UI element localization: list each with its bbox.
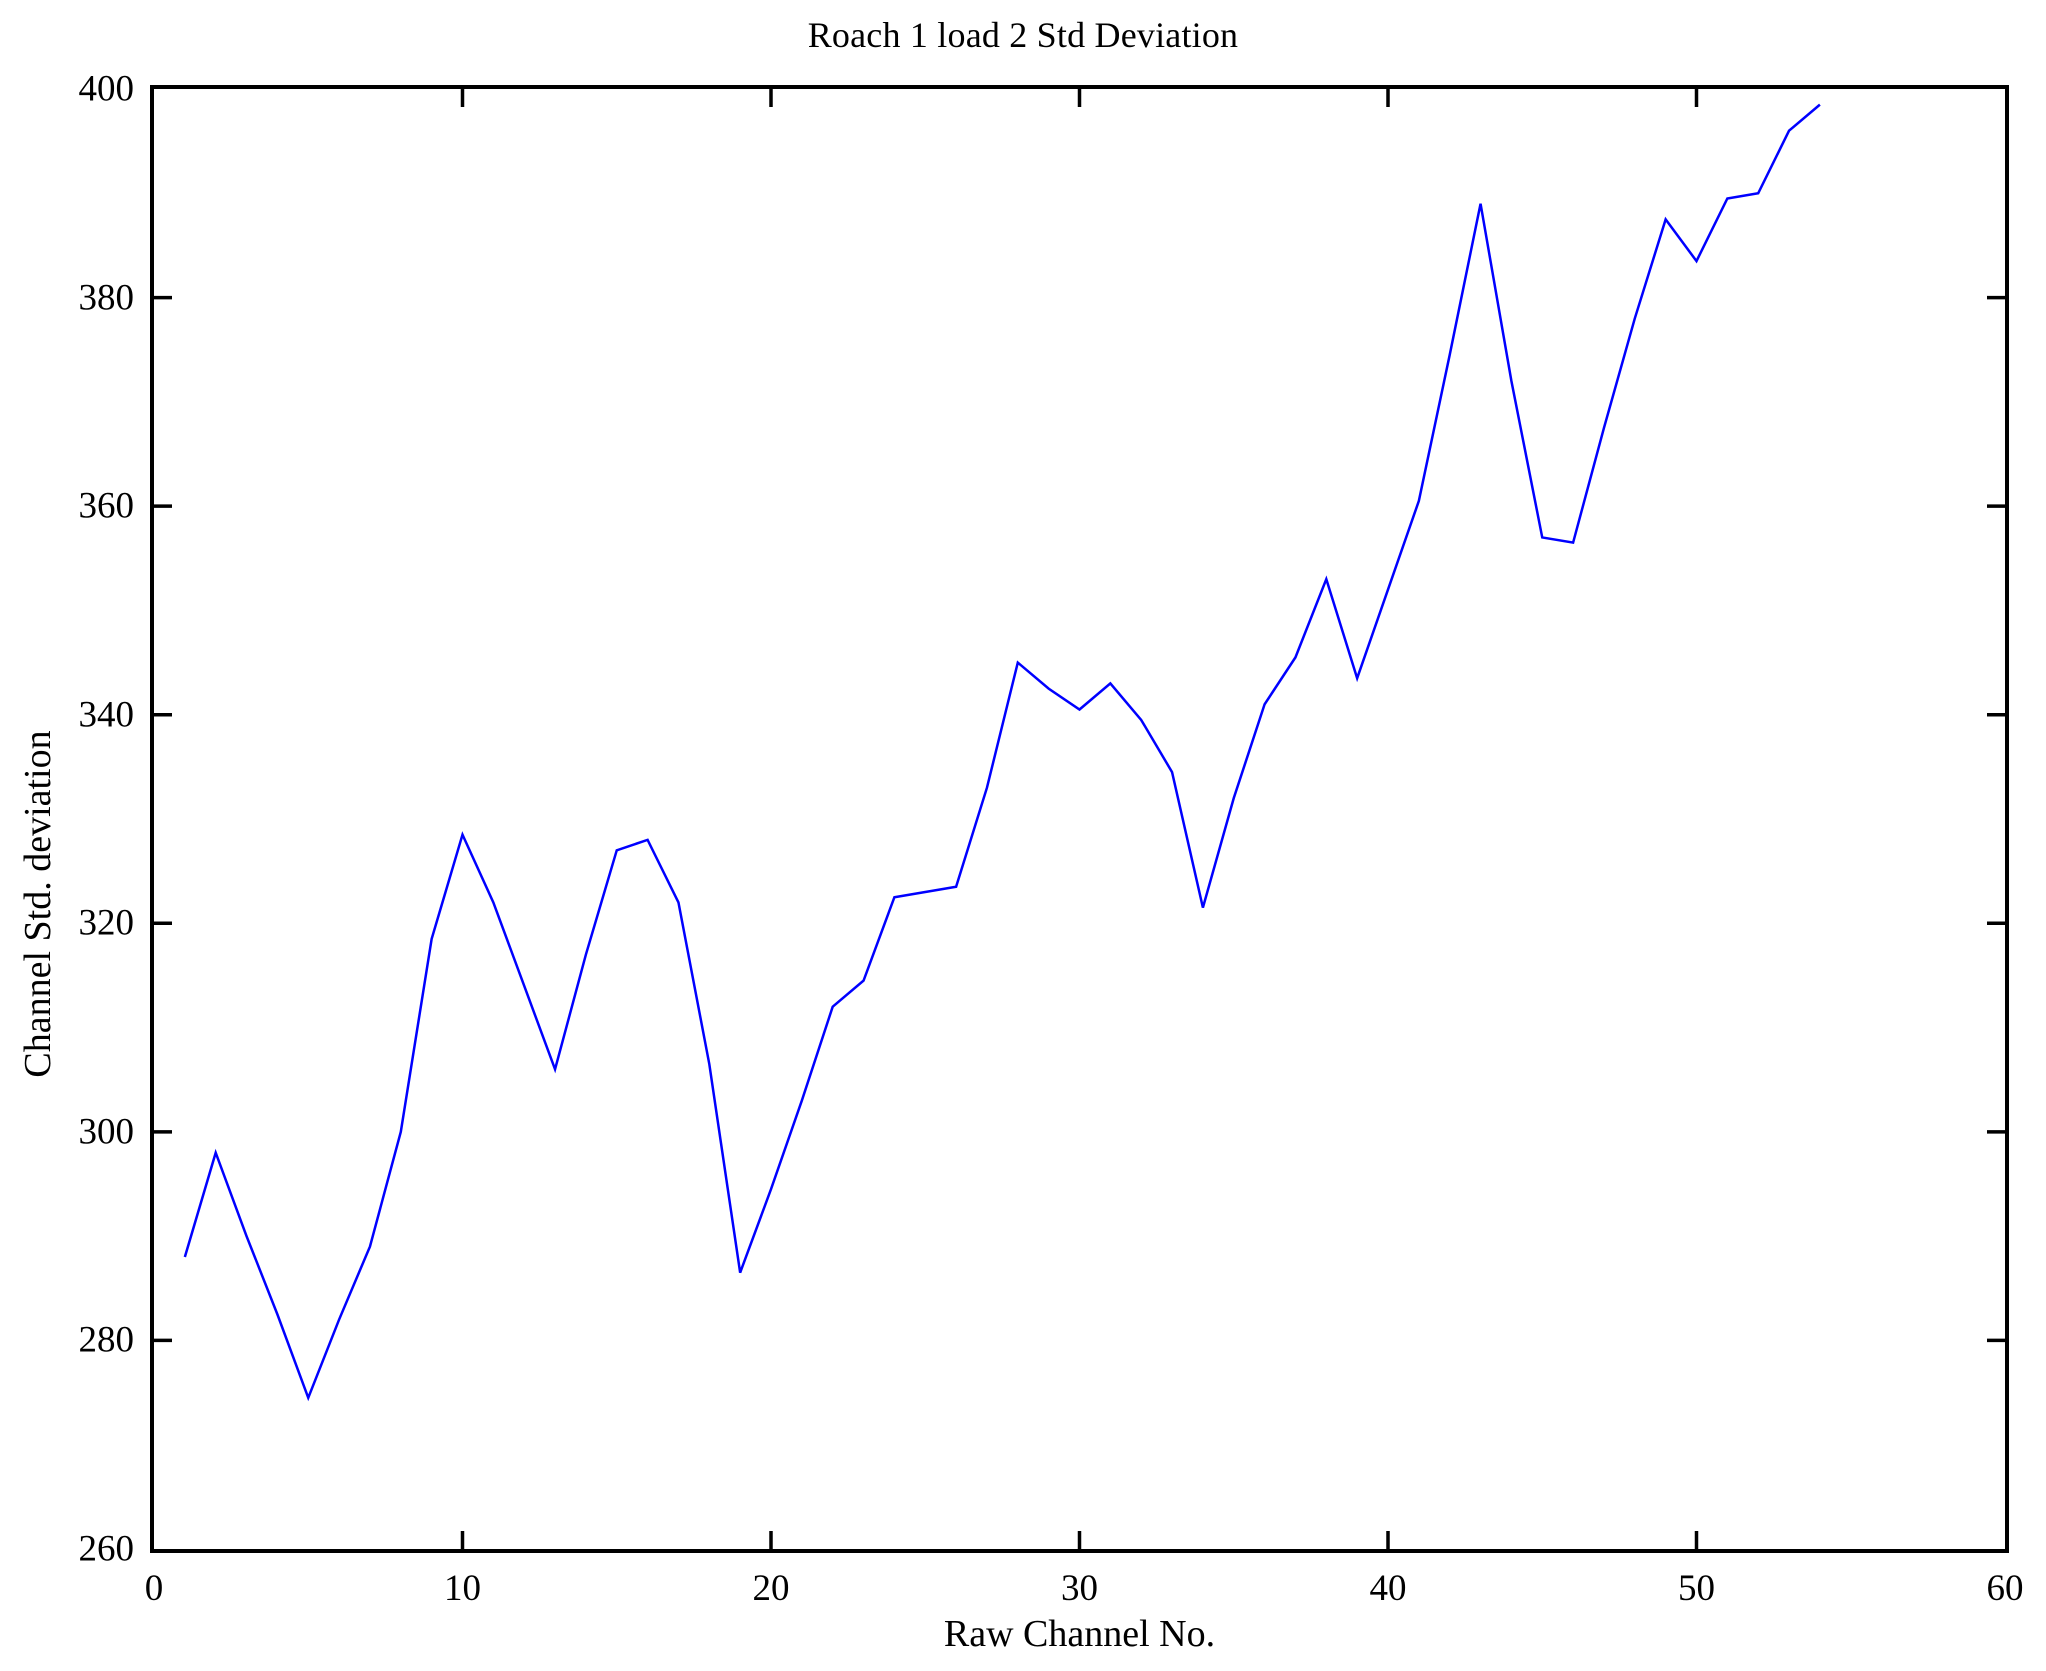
data-line-0 (185, 105, 1820, 1398)
chart-title: Roach 1 load 2 Std Deviation (807, 15, 1239, 55)
x-tick-label: 40 (1369, 1568, 1407, 1609)
x-axis-title: Raw Channel No. (943, 1613, 1216, 1655)
y-tick-label: 320 (78, 902, 135, 944)
x-axis-tick-labels: 0 10 20 30 40 50 60 (0, 1570, 2046, 1630)
y-axis-tick-labels: 260 280 300 320 340 360 380 400 (0, 0, 135, 1671)
series-group (185, 105, 1820, 1398)
y-axis-title-wrap: Channel Std. deviation (6, 85, 59, 1553)
y-tick-label: 260 (78, 1528, 135, 1570)
plot-svg (154, 89, 2005, 1549)
plot-area (150, 85, 2009, 1553)
y-tick-label: 360 (78, 485, 135, 527)
y-tick-label: 400 (78, 68, 135, 110)
y-tick-label: 300 (78, 1111, 135, 1153)
y-tick-label: 280 (78, 1319, 135, 1361)
x-tick-label: 30 (1061, 1568, 1098, 1609)
y-tick-label: 380 (78, 277, 135, 319)
x-tick-label: 0 (144, 1568, 164, 1609)
x-tick-label: 50 (1678, 1568, 1715, 1609)
x-tick-label: 20 (752, 1568, 790, 1609)
x-tick-label: 10 (444, 1568, 481, 1609)
x-tick-label: 60 (1986, 1568, 2024, 1609)
y-tick-label: 340 (78, 694, 135, 736)
y-axis-title: Channel Std. deviation (17, 730, 59, 1078)
tick-marks (154, 89, 2005, 1549)
